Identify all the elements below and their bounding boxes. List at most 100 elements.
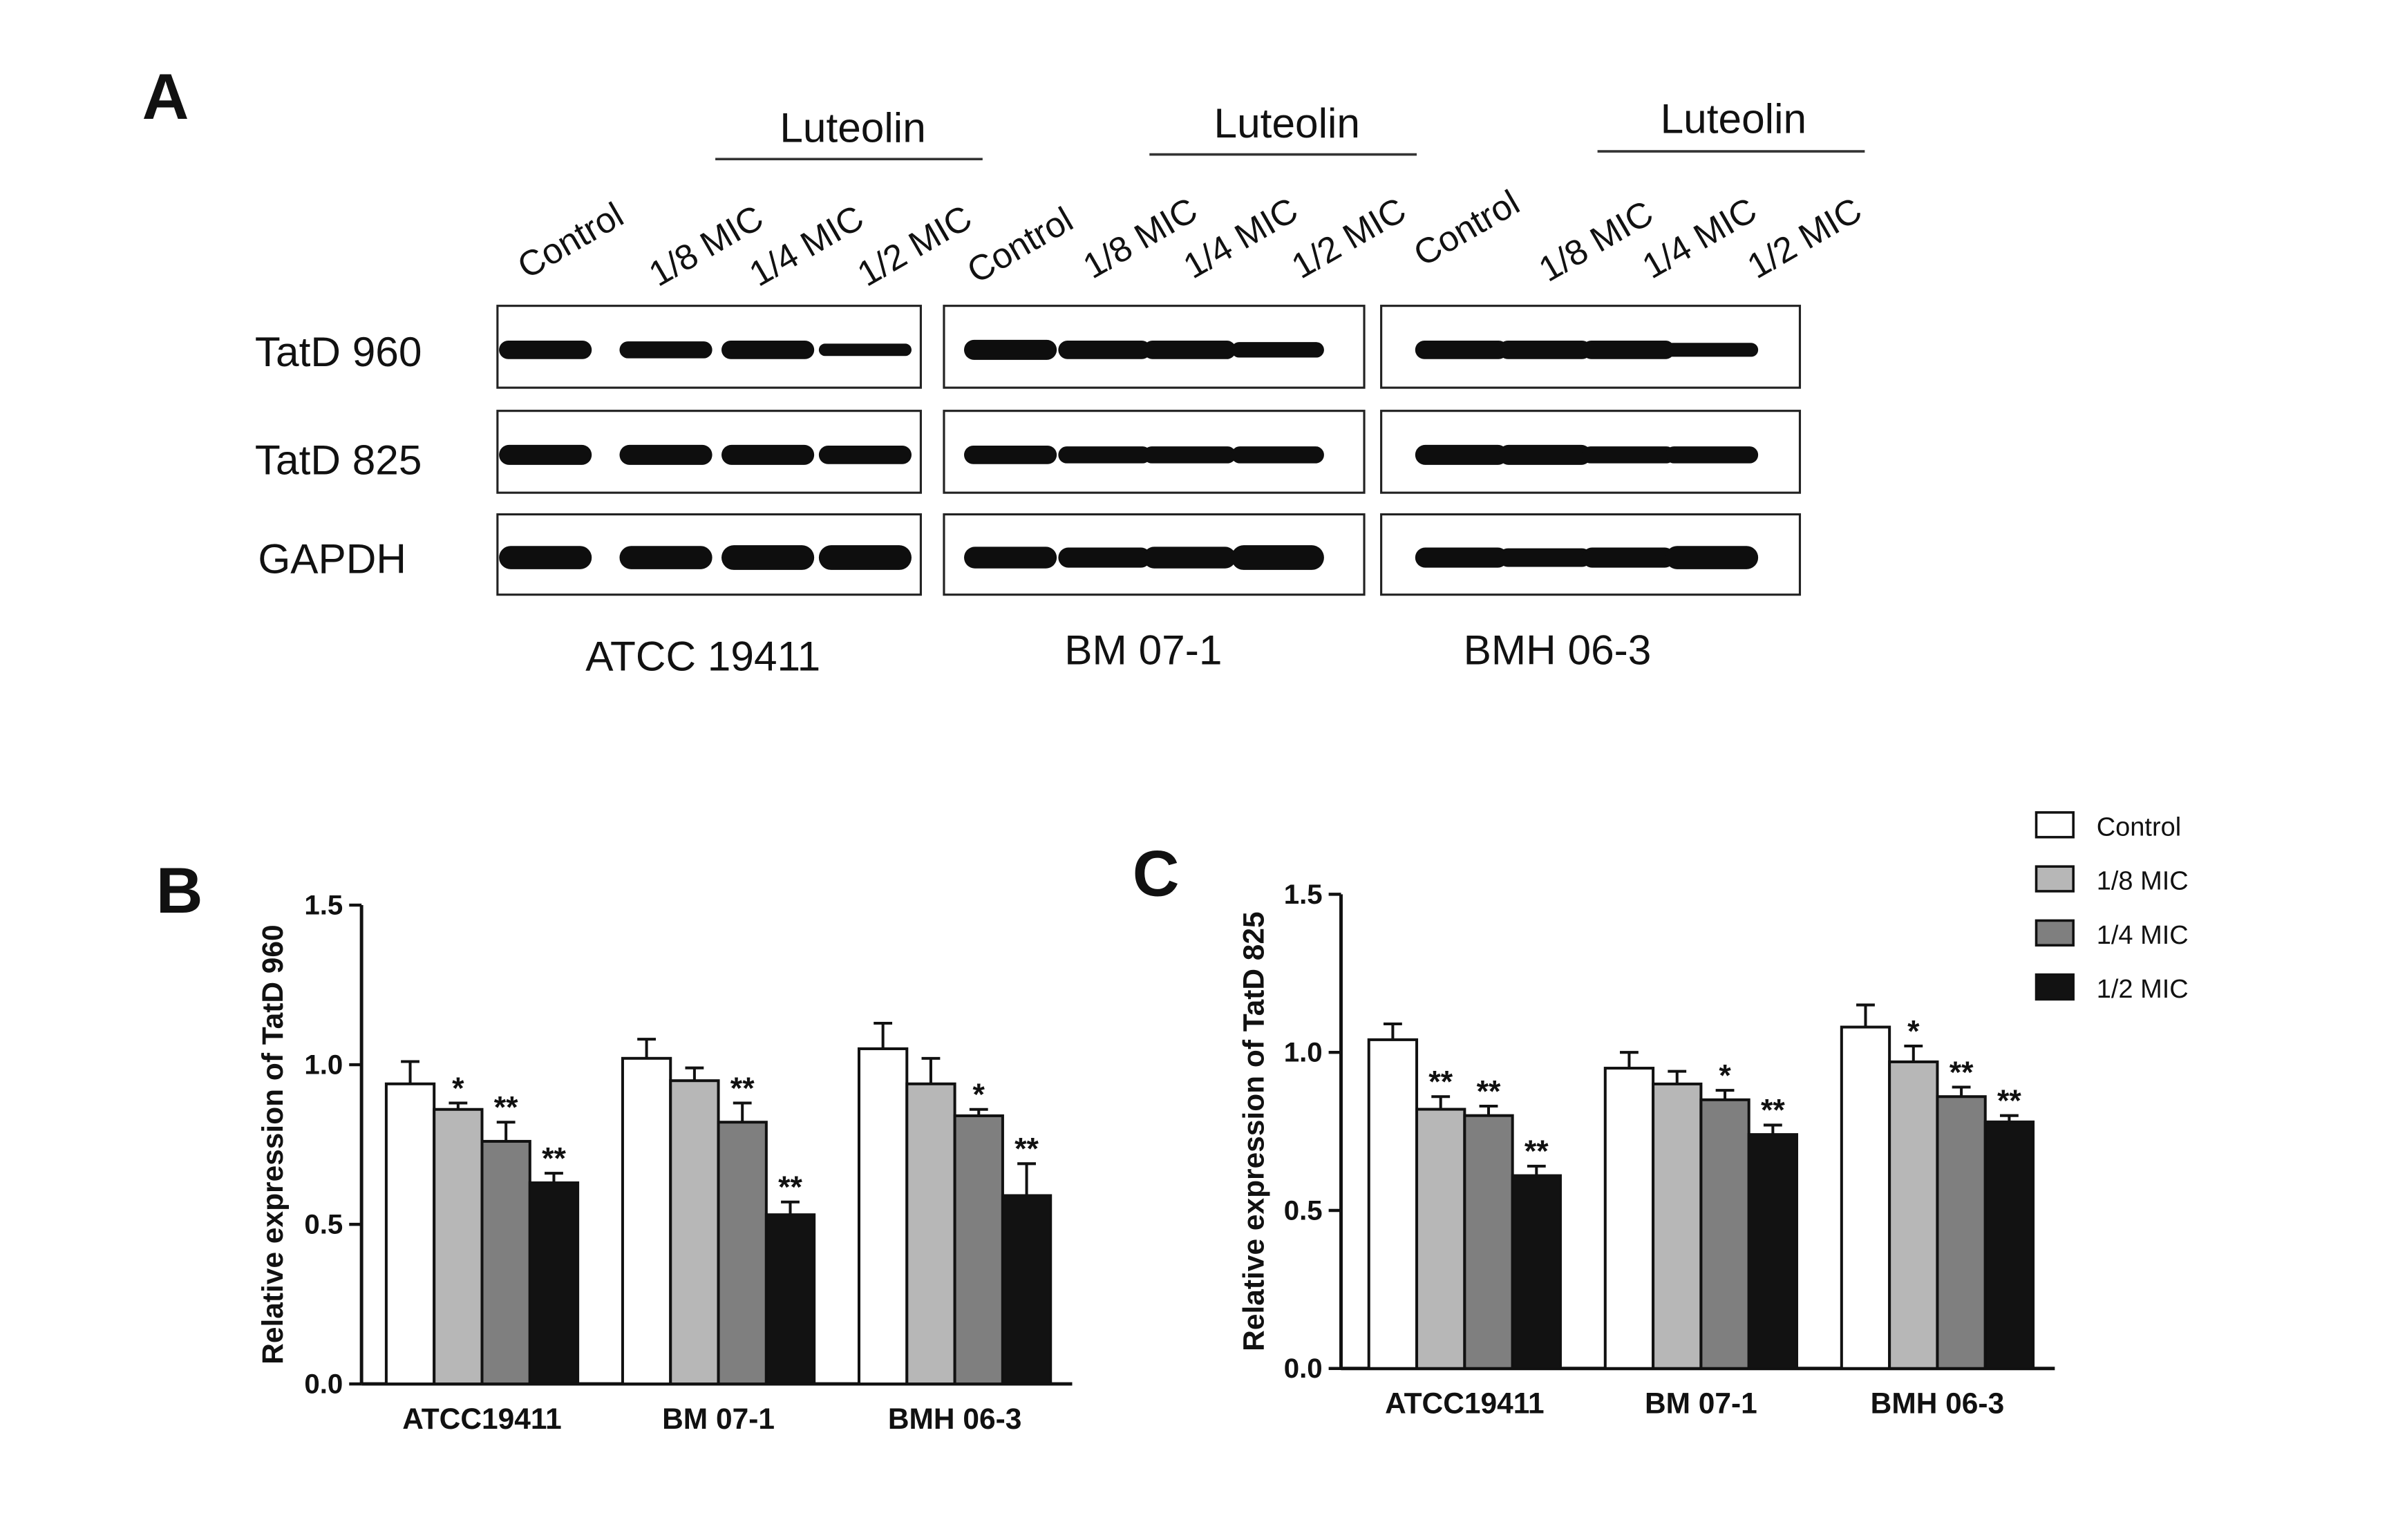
legend-label: 1/2 MIC [2097, 975, 2189, 1004]
blot-band [818, 343, 912, 357]
bar-1-4-mic-bm-07-1 [1699, 1098, 1750, 1370]
legend-swatch [2035, 973, 2075, 1001]
legend-swatch [2035, 919, 2075, 947]
significance-marker: ** [778, 1170, 802, 1204]
legend-swatch [2035, 811, 2075, 839]
significance-marker: ** [1997, 1084, 2021, 1118]
blot-gapdh-strain-3 [1380, 513, 1802, 596]
blot-band [1058, 547, 1151, 568]
bar-1-4-mic-bmh-06-3 [1936, 1095, 1987, 1370]
blot-gapdh-strain-2 [943, 513, 1366, 596]
significance-marker: ** [1950, 1056, 1974, 1090]
y-tick-label: 0.0 [1284, 1353, 1323, 1384]
blot-tatd825-strain-1 [496, 410, 922, 494]
bar-1-8-mic-atcc19411 [433, 1108, 484, 1386]
blot-band [499, 340, 592, 359]
significance-marker: ** [1428, 1065, 1453, 1099]
y-tick-label: 0.5 [304, 1208, 343, 1239]
bar-1-2-mic-atcc19411 [528, 1181, 580, 1386]
blot-row-label-gapdh: GAPDH [258, 535, 406, 582]
blot-tatd960-strain-3 [1380, 305, 1802, 389]
bar-1-4-mic-bm-07-1 [717, 1121, 768, 1386]
blot-band [1415, 444, 1508, 465]
panel-label-a: A [142, 60, 189, 133]
bar-1-2-mic-bmh-06-3 [1983, 1120, 2035, 1370]
bar-1-4-mic-atcc19411 [480, 1139, 531, 1386]
x-tick-label: ATCC19411 [402, 1403, 562, 1435]
blot-band [1665, 546, 1759, 569]
blot-band [1143, 340, 1236, 359]
blot-band [619, 546, 712, 569]
blot-band [1058, 446, 1151, 464]
y-tick-label: 1.0 [1284, 1037, 1323, 1068]
blot-band [1498, 444, 1592, 465]
y-tick-label: 0.0 [304, 1369, 343, 1400]
blot-row-label-tatd825: TatD 825 [255, 436, 422, 483]
blot-band [721, 545, 815, 570]
bar-1-4-mic-atcc19411 [1463, 1114, 1514, 1370]
blot-band [964, 445, 1057, 464]
legend-item: Control [2035, 811, 2182, 842]
y-tick-label: 1.5 [304, 889, 343, 920]
panel-label-c: C [1133, 837, 1180, 910]
blot-band [1582, 547, 1675, 568]
blot-band [1231, 342, 1324, 358]
blot-band [499, 444, 592, 465]
legend-item: 1/4 MIC [2035, 919, 2189, 950]
blot-band [1231, 545, 1324, 570]
significance-marker: * [1907, 1014, 1920, 1048]
bar-1-8-mic-bm-07-1 [669, 1079, 720, 1386]
bar-1-4-mic-bmh-06-3 [953, 1114, 1004, 1386]
chart-legend: Control 1/8 MIC 1/4 MIC 1/2 MIC [2035, 811, 2189, 1004]
y-tick-label: 0.5 [1284, 1195, 1323, 1226]
y-axis-label: Relative expression of TatD 825 [1238, 911, 1270, 1351]
blot-band [1665, 446, 1759, 464]
blot-tatd960-strain-2 [943, 305, 1366, 389]
blot-tatd825-strain-2 [943, 410, 1366, 494]
legend-label: 1/4 MIC [2097, 921, 2189, 950]
blot-band [619, 341, 712, 359]
treatment-bracket-2: Luteolin [1149, 99, 1417, 156]
bar-control-atcc19411 [384, 1082, 436, 1386]
legend-item: 1/8 MIC [2035, 865, 2189, 896]
bar-1-8-mic-bm-07-1 [1652, 1082, 1703, 1370]
legend-label: Control [2097, 812, 2182, 842]
strain-label-bmh06-3: BMH 06-3 [1464, 626, 1652, 673]
y-tick-label: 1.0 [304, 1049, 343, 1080]
treatment-label: Luteolin [780, 104, 925, 151]
treatment-bracket-1: Luteolin [715, 104, 983, 161]
significance-marker: * [452, 1072, 464, 1105]
significance-marker: * [1719, 1058, 1731, 1092]
panel-label-b: B [156, 854, 203, 926]
significance-marker: ** [1477, 1074, 1501, 1108]
blot-band [1415, 547, 1508, 568]
blot-band [818, 545, 912, 570]
bar-control-bmh-06-3 [1840, 1025, 1891, 1370]
treatment-label: Luteolin [1661, 95, 1806, 142]
blot-band [1498, 340, 1592, 359]
x-tick-label: ATCC19411 [1385, 1387, 1545, 1420]
bar-1-2-mic-atcc19411 [1511, 1174, 1562, 1370]
blot-band [721, 444, 815, 465]
bar-1-2-mic-bm-07-1 [1747, 1133, 1799, 1370]
y-axis-label: Relative expression of TatD 960 [256, 924, 289, 1365]
bar-control-bm-07-1 [1603, 1067, 1655, 1370]
blot-band [1231, 446, 1324, 464]
bar-1-8-mic-atcc19411 [1415, 1108, 1466, 1370]
bar-chart-tatd960: B Relative expression of TatD 960 0.0 0.5 1… [156, 854, 1073, 1435]
blot-gapdh-strain-1 [496, 513, 922, 596]
legend-swatch [2035, 865, 2075, 893]
legend-item: 1/2 MIC [2035, 973, 2189, 1004]
blot-band [964, 546, 1057, 569]
blot-band [721, 340, 815, 359]
x-tick-label: BM 07-1 [1645, 1387, 1757, 1420]
treatment-label: Luteolin [1214, 99, 1360, 146]
blot-band [818, 445, 912, 464]
bar-1-8-mic-bmh-06-3 [1888, 1060, 1939, 1370]
x-tick-label: BMH 06-3 [888, 1403, 1022, 1435]
bar-1-2-mic-bmh-06-3 [1001, 1194, 1053, 1386]
bar-control-atcc19411 [1367, 1038, 1419, 1370]
significance-marker: ** [730, 1072, 755, 1105]
legend-label: 1/8 MIC [2097, 867, 2189, 896]
